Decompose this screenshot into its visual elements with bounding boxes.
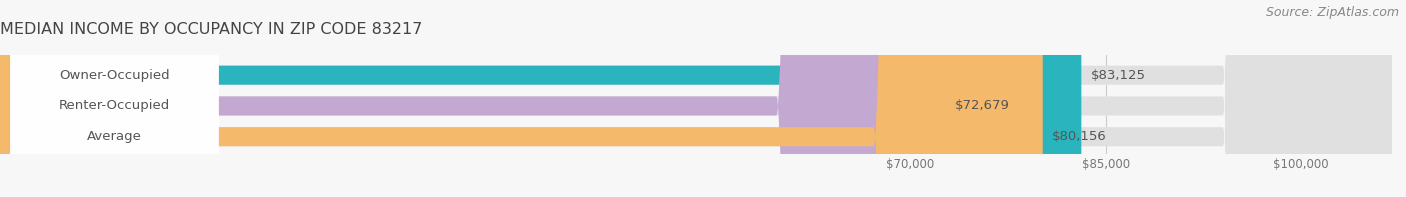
Text: $72,679: $72,679 [955, 99, 1010, 112]
FancyBboxPatch shape [0, 0, 1043, 197]
Text: Renter-Occupied: Renter-Occupied [59, 99, 170, 112]
FancyBboxPatch shape [0, 0, 945, 197]
FancyBboxPatch shape [10, 0, 218, 197]
Text: Owner-Occupied: Owner-Occupied [59, 69, 170, 82]
Text: Average: Average [87, 130, 142, 143]
Text: $80,156: $80,156 [1052, 130, 1107, 143]
Text: $83,125: $83,125 [1091, 69, 1146, 82]
Text: MEDIAN INCOME BY OCCUPANCY IN ZIP CODE 83217: MEDIAN INCOME BY OCCUPANCY IN ZIP CODE 8… [0, 22, 422, 37]
FancyBboxPatch shape [10, 0, 218, 197]
Text: Source: ZipAtlas.com: Source: ZipAtlas.com [1265, 6, 1399, 19]
FancyBboxPatch shape [10, 0, 218, 197]
FancyBboxPatch shape [0, 0, 1081, 197]
